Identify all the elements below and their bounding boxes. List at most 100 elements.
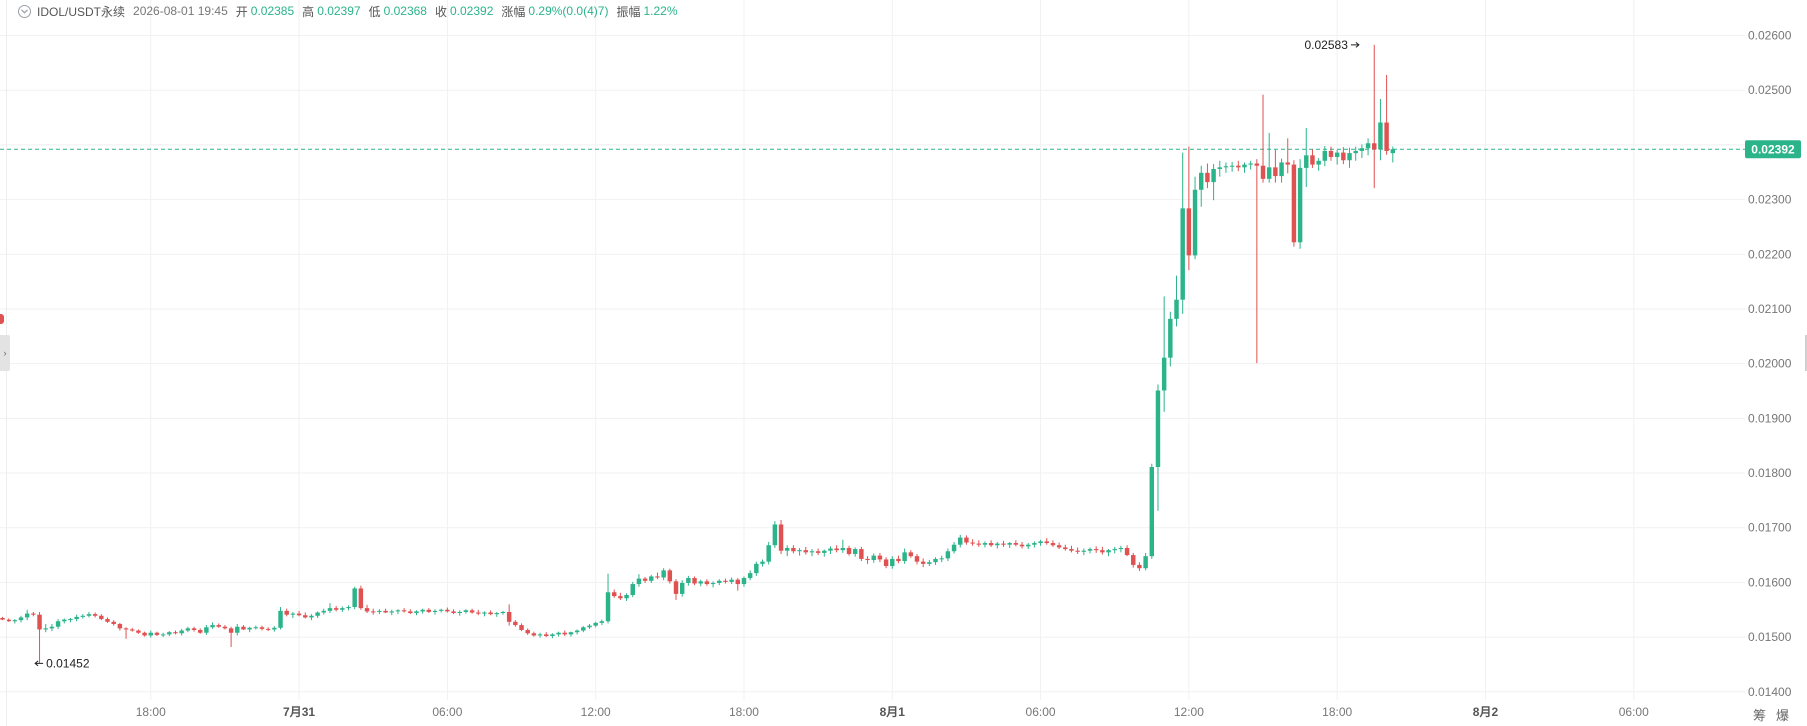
candle-up	[852, 547, 858, 557]
candle-up	[1081, 548, 1087, 556]
candle-down	[197, 628, 203, 634]
candle-up	[785, 545, 790, 557]
candle-down	[1137, 562, 1142, 571]
candle-up	[49, 623, 55, 632]
candle-down	[408, 609, 413, 615]
candle-down	[111, 620, 116, 626]
candle-body	[1038, 541, 1043, 544]
candle-up	[389, 609, 394, 616]
candle-body	[593, 622, 598, 626]
candle-body	[1186, 208, 1192, 256]
candle-up	[253, 625, 259, 630]
candle-body	[1199, 172, 1204, 190]
candle-down	[6, 618, 11, 622]
candle-body	[852, 549, 858, 554]
candle-up	[1032, 541, 1037, 548]
candle-body	[976, 543, 982, 545]
candle-down	[173, 630, 178, 635]
candle-body	[1273, 167, 1278, 177]
candle-down	[964, 535, 969, 545]
candle-body	[1304, 155, 1309, 168]
candle-up	[1199, 165, 1204, 207]
expand-panel-handle[interactable]: ›	[0, 335, 10, 371]
candle-up	[902, 548, 907, 564]
collapse-legend-button[interactable]	[18, 4, 31, 18]
candle-body	[179, 630, 184, 634]
liquidation-button[interactable]: 爆	[1775, 709, 1789, 724]
candle-down	[130, 627, 135, 632]
open-label: 开	[235, 4, 248, 19]
price-axis[interactable]: 0.01400 0.01500 0.01600 0.01700 0.01800 0.019…	[1748, 29, 1792, 699]
candle-body	[488, 612, 493, 615]
candle-up	[1304, 127, 1309, 188]
candle-up	[290, 611, 296, 618]
candle-down	[920, 558, 926, 568]
candle-body	[698, 581, 703, 584]
candle-body	[970, 542, 975, 544]
candle-body	[686, 578, 691, 583]
candle-body	[939, 558, 944, 560]
candle-body	[1112, 549, 1117, 551]
candle-body	[599, 621, 605, 623]
candle-down	[1019, 541, 1025, 549]
candle-up	[235, 623, 240, 636]
candle-up	[43, 623, 48, 633]
chip-distribution-button[interactable]: 筹	[1752, 709, 1766, 724]
candle-body	[309, 615, 314, 618]
arrow-right-icon	[1350, 41, 1360, 48]
candle-body	[525, 630, 530, 634]
candle-down	[1044, 538, 1049, 545]
candle-up	[593, 621, 598, 628]
candle-body	[241, 626, 246, 630]
low-label: 低	[368, 4, 381, 19]
candle-up	[68, 617, 73, 623]
candle-up	[1365, 138, 1371, 156]
candle-down	[1236, 160, 1241, 172]
candle-body	[370, 611, 376, 613]
candle-up	[12, 619, 18, 624]
candle-up	[1007, 541, 1012, 548]
candle-body	[890, 558, 895, 567]
candle-down	[723, 578, 728, 584]
candle-body	[1019, 544, 1025, 547]
candle-up	[1390, 146, 1396, 163]
candle-up	[80, 614, 86, 619]
candle-body	[1341, 152, 1346, 161]
candle-body	[723, 580, 728, 582]
candle-body	[574, 630, 580, 633]
candle-up	[1180, 152, 1185, 314]
ohlc-legend: IDOL/USDT永续 2026-08-01 19:45 开 0.02385 高…	[18, 2, 686, 20]
candle-up	[1266, 132, 1272, 183]
close-label: 收	[434, 4, 447, 19]
candle-body	[673, 581, 679, 594]
candle-body	[0, 617, 5, 620]
candle-down	[1124, 545, 1130, 557]
candle-down	[525, 628, 530, 635]
candle-body	[537, 634, 543, 636]
candle-body	[1260, 165, 1266, 179]
candle-body	[92, 614, 98, 616]
candle-down	[476, 609, 481, 616]
time-axis[interactable]: 18:00 7月31 06:00 12:00 18:00 8月1 06:00 12:00 18:…	[136, 705, 1649, 719]
candle-down	[1328, 146, 1334, 161]
candle-body	[476, 612, 481, 614]
candle-down	[970, 539, 975, 546]
candle-up	[86, 611, 92, 618]
right-scroll-handle[interactable]	[1805, 335, 1807, 371]
candle-down	[815, 548, 821, 556]
candle-body	[1093, 549, 1099, 551]
candle-body	[649, 576, 654, 581]
candle-down	[519, 623, 524, 632]
y-tick-label: 0.02200	[1748, 247, 1792, 261]
candle-body	[364, 608, 370, 612]
candle-down	[865, 556, 870, 564]
candle-down	[562, 630, 568, 637]
candle-down	[859, 546, 864, 562]
x-tick-label: 12:00	[581, 705, 611, 719]
symbol-name: IDOL/USDT永续	[37, 4, 126, 19]
y-tick-label: 0.01800	[1748, 466, 1792, 480]
candle-body	[247, 627, 252, 630]
amplitude-label: 振幅	[616, 4, 641, 19]
